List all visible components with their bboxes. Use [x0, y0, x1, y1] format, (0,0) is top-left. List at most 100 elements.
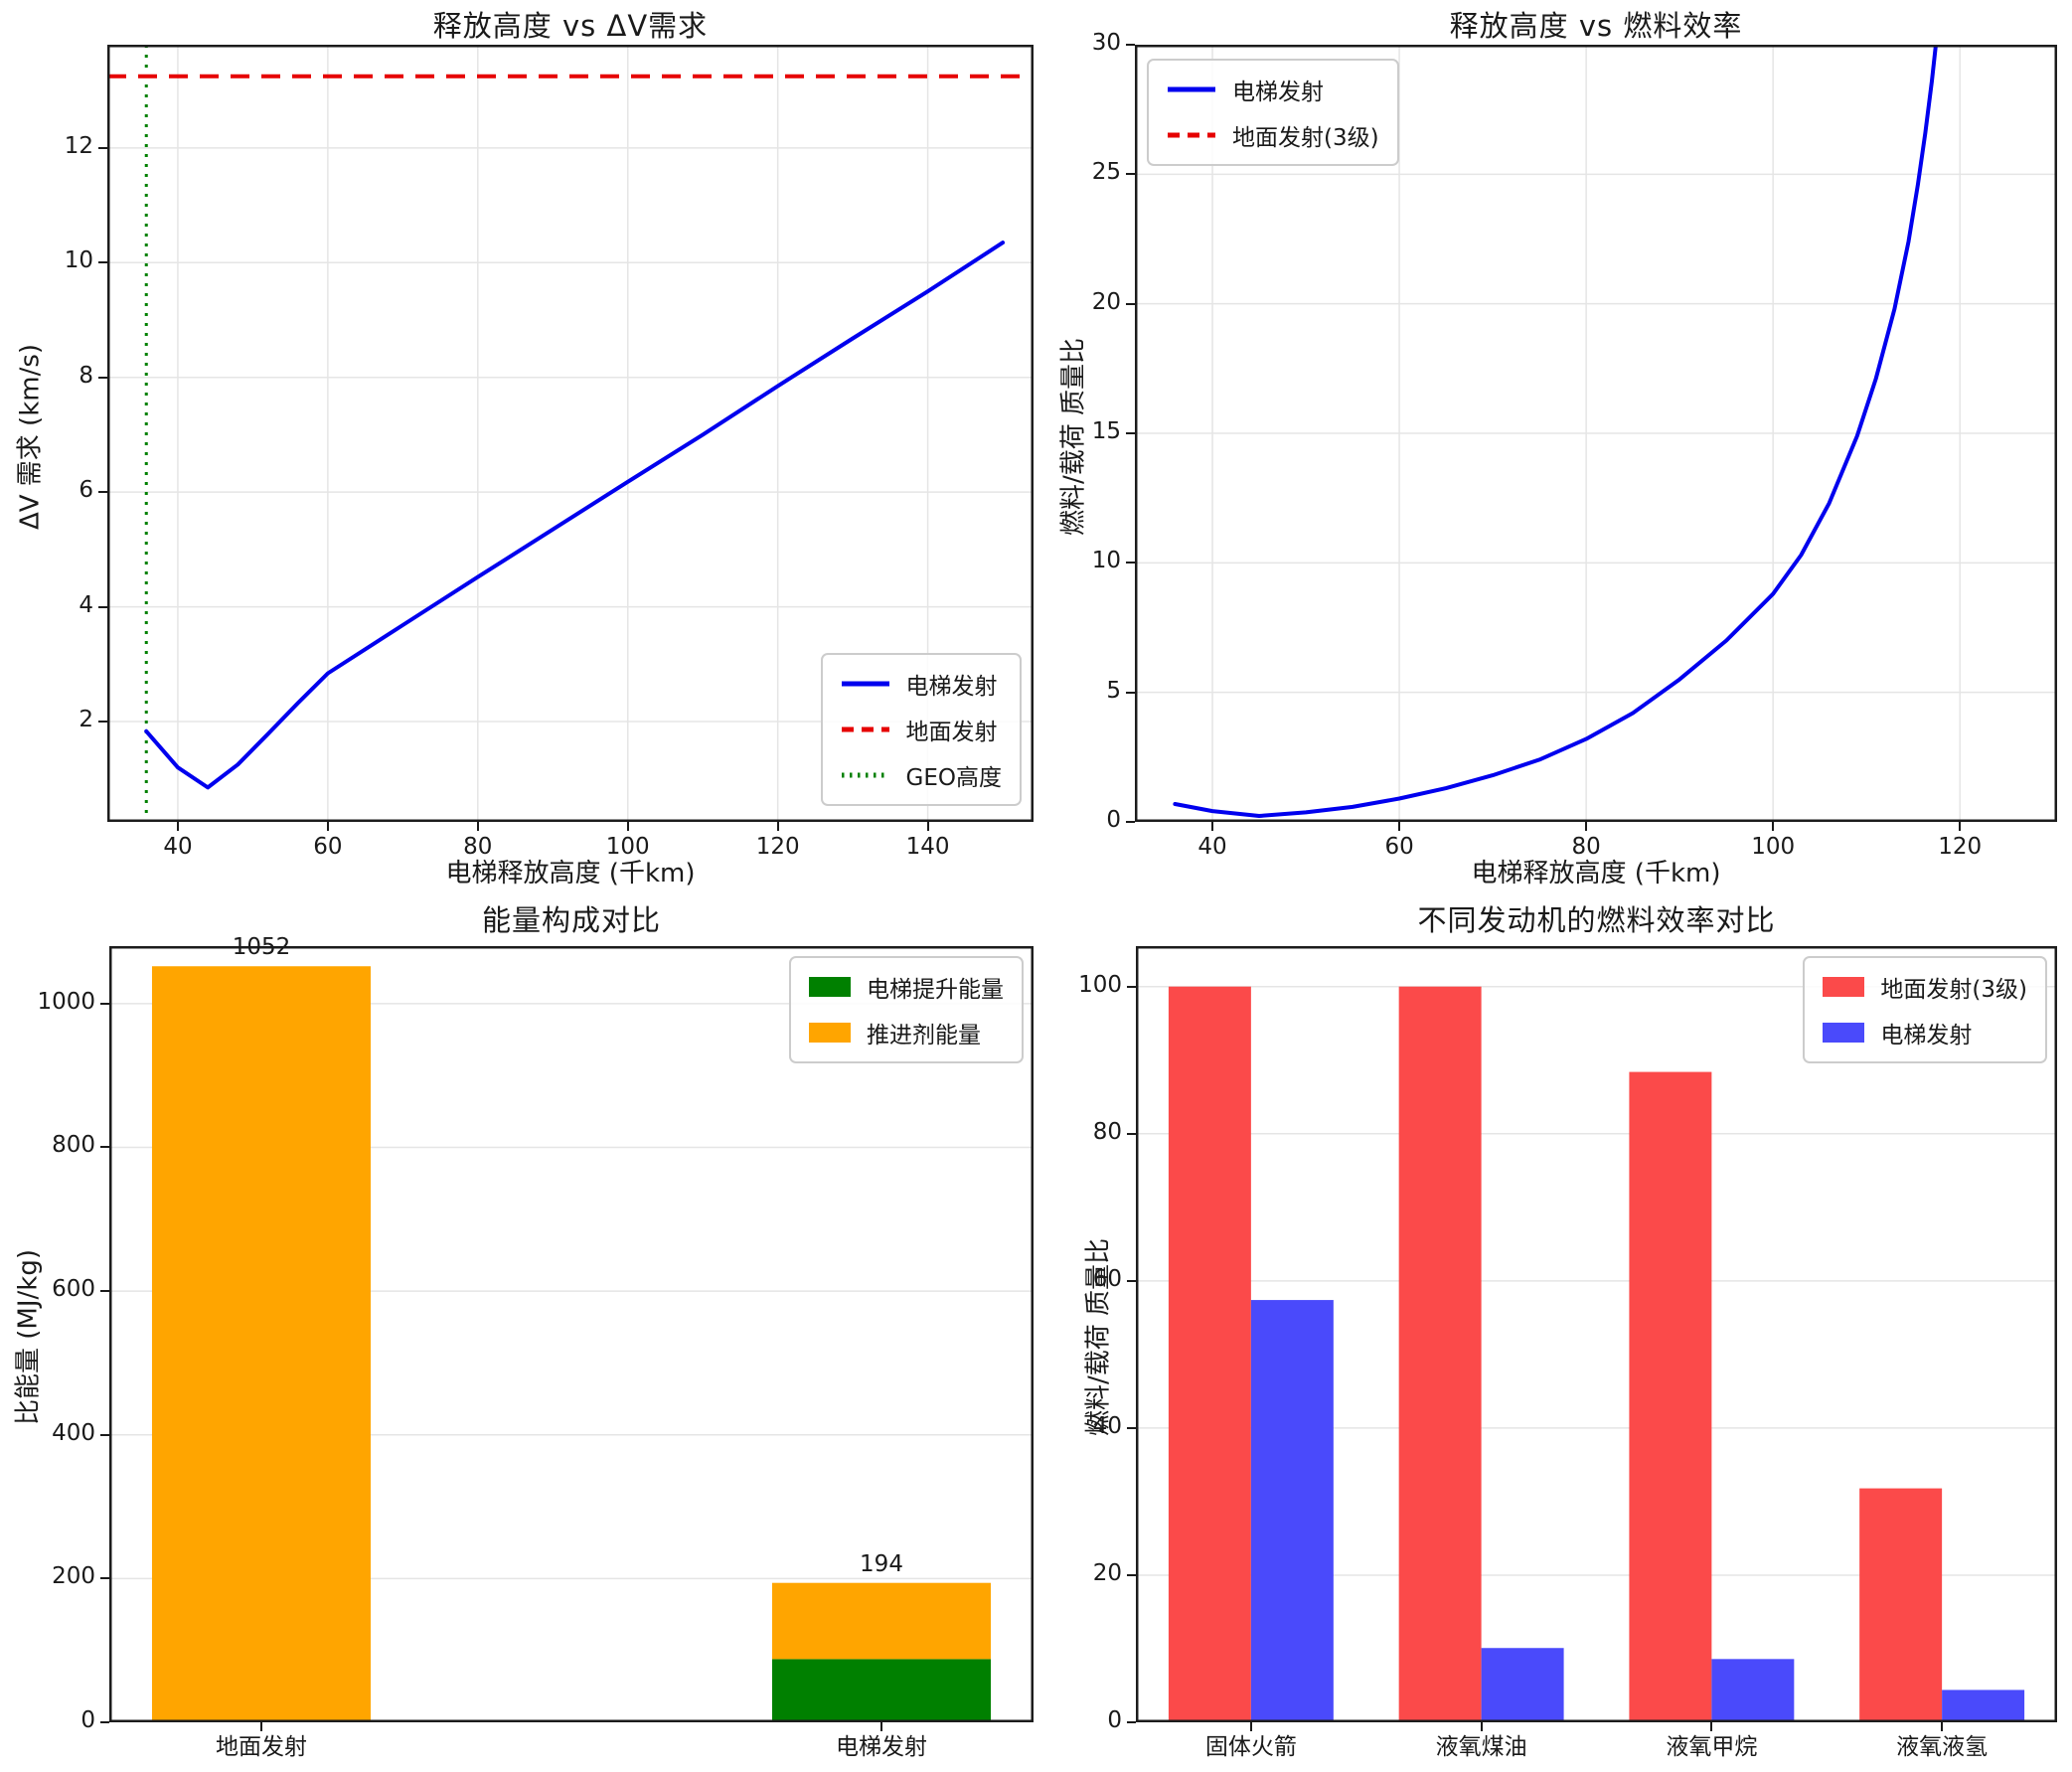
- chart2-plot-area: 40 60 80 100 120 0 5 10 15 20 25 30 电梯发射 地面发射(3级): [1092, 30, 2057, 860]
- x-tick-label: 80: [463, 834, 493, 860]
- y-tick-label: 15: [1091, 418, 1121, 444]
- x-tick-label: 液氧甲烷: [1666, 1734, 1758, 1760]
- x-tick-label: 100: [1751, 834, 1796, 860]
- y-tick-mark: [100, 1577, 109, 1580]
- y-tick-label: 0: [80, 1707, 95, 1733]
- bar-value-label: 1052: [232, 934, 291, 961]
- y-tick-mark: [1127, 1132, 1136, 1135]
- y-tick-mark: [100, 1290, 109, 1293]
- legend-patch-swatch: [809, 1023, 851, 1043]
- chart3-y-axis-label: 比能量 (MJ/kg): [13, 1249, 44, 1425]
- legend-line-swatch: [841, 772, 889, 778]
- legend-label: 电梯发射: [905, 674, 998, 700]
- y-tick-label: 10: [1091, 548, 1121, 574]
- legend-patch-swatch: [1823, 1023, 1865, 1043]
- release-altitude-vs-fuel-efficiency-svg: [1135, 45, 2057, 822]
- y-tick-label: 400: [52, 1419, 95, 1446]
- y-tick-label: 12: [64, 132, 93, 159]
- legend-entry: 电梯发射: [841, 667, 1002, 701]
- x-tick-mark: [1211, 822, 1214, 831]
- bar-value-label: 194: [860, 1550, 903, 1577]
- legend-entry: 推进剂能量: [809, 1016, 1004, 1049]
- x-tick-label: 固体火箭: [1204, 1734, 1297, 1760]
- x-tick-label: 80: [1571, 834, 1601, 860]
- y-tick-mark: [100, 1002, 109, 1005]
- x-tick-mark: [1585, 822, 1588, 831]
- chart1-plot-area: 40 60 80 100 120 140 2 4 6 8 10 12 电梯发射 地面发射 GEO高度: [65, 45, 1034, 860]
- y-tick-mark: [1126, 691, 1135, 694]
- chart3-plot-area: 地面发射 电梯发射 0 200 400 600 800 1000 1052 194 电梯提升能量 推进…: [37, 934, 1034, 1760]
- y-tick-mark: [100, 1146, 109, 1149]
- y-tick-mark: [98, 721, 107, 723]
- y-tick-label: 20: [1092, 1559, 1122, 1586]
- x-tick-mark: [1772, 822, 1775, 831]
- y-tick-mark: [1127, 1426, 1136, 1429]
- engine-fuel-efficiency-svg: [1136, 946, 2057, 1722]
- x-tick-mark: [1710, 1722, 1713, 1731]
- x-tick-label: 140: [905, 834, 950, 860]
- release-altitude-vs-deltav-svg: [107, 45, 1034, 822]
- y-tick-label: 60: [1092, 1265, 1122, 1292]
- y-tick-label: 800: [52, 1132, 95, 1159]
- y-tick-mark: [1127, 985, 1136, 988]
- y-tick-mark: [1127, 1573, 1136, 1576]
- chart2-x-axis-label: 电梯释放高度 (千km): [1471, 859, 1721, 888]
- release-altitude-vs-fuel-efficiency-legend: 电梯发射地面发射(3级): [1147, 59, 1399, 166]
- y-tick-mark: [1126, 302, 1135, 305]
- legend-entry: 电梯发射: [1823, 1016, 2027, 1049]
- x-tick-mark: [1249, 1722, 1252, 1731]
- legend-label: 地面发射(3级): [1880, 977, 2027, 1003]
- y-tick-mark: [98, 146, 107, 149]
- x-tick-label: 120: [755, 834, 800, 860]
- x-tick-label: 100: [605, 834, 650, 860]
- legend-label: 地面发射: [905, 720, 998, 745]
- legend-line-swatch: [1168, 86, 1215, 92]
- engine-fuel-efficiency-legend: 地面发射(3级) 电梯发射: [1803, 956, 2047, 1063]
- x-tick-label: 120: [1938, 834, 1983, 860]
- chart4-title: 不同发动机的燃料效率对比: [1417, 903, 1776, 937]
- legend-entry: 地面发射(3级): [1167, 118, 1379, 152]
- legend-line-swatch: [841, 726, 889, 732]
- y-tick-mark: [1126, 821, 1135, 823]
- legend-label: 电梯提升能量: [867, 977, 1004, 1003]
- legend-entry: 地面发射(3级): [1823, 970, 2027, 1004]
- legend-line-swatch: [841, 681, 889, 687]
- y-tick-label: 100: [1078, 971, 1122, 998]
- x-tick-mark: [1398, 822, 1401, 831]
- chart3-title: 能量构成对比: [481, 903, 661, 937]
- y-tick-mark: [1126, 44, 1135, 46]
- energy-composition-legend: 电梯提升能量 推进剂能量: [789, 956, 1024, 1063]
- legend-label: 推进剂能量: [867, 1023, 981, 1048]
- chart1-title: 释放高度 vs ΔV需求: [432, 9, 709, 43]
- y-tick-label: 20: [1091, 288, 1121, 315]
- y-tick-mark: [1126, 562, 1135, 564]
- y-tick-mark: [98, 261, 107, 264]
- x-tick-label: 地面发射: [215, 1734, 307, 1760]
- x-tick-mark: [1480, 1722, 1483, 1731]
- chart4-y-axis-label: 燃料/载荷 质量比: [1083, 1237, 1114, 1437]
- x-tick-mark: [880, 1722, 882, 1731]
- y-tick-mark: [1126, 173, 1135, 176]
- legend-label: 电梯发射: [1232, 80, 1324, 105]
- legend-entry: GEO高度: [841, 758, 1002, 792]
- x-tick-mark: [176, 822, 179, 831]
- x-tick-mark: [259, 1722, 262, 1731]
- legend-label: 地面发射(3级): [1232, 125, 1379, 151]
- y-tick-label: 40: [1092, 1412, 1122, 1439]
- x-tick-label: 液氧煤油: [1435, 1734, 1527, 1760]
- legend-label: GEO高度: [905, 765, 1002, 791]
- chart1-x-axis-label: 电梯释放高度 (千km): [445, 859, 696, 888]
- chart1-y-axis-label: ΔV 需求 (km/s): [15, 343, 46, 531]
- y-tick-label: 200: [52, 1563, 95, 1590]
- x-tick-label: 60: [1384, 834, 1414, 860]
- legend-label: 电梯发射: [1880, 1023, 1973, 1048]
- chart4-plot-area: 固体火箭 液氧煤油 液氧甲烷 液氧液氢 0 20 40 60 80 100 地面发射(3级) 电梯发射: [1078, 946, 2057, 1760]
- x-tick-label: 60: [313, 834, 343, 860]
- y-tick-label: 25: [1091, 159, 1121, 186]
- y-tick-mark: [98, 376, 107, 379]
- chart2-title: 释放高度 vs 燃料效率: [1449, 9, 1743, 43]
- y-tick-label: 10: [64, 247, 93, 274]
- y-tick-label: 80: [1092, 1118, 1122, 1145]
- legend-entry: 电梯提升能量: [809, 970, 1004, 1004]
- legend-patch-swatch: [1823, 977, 1865, 997]
